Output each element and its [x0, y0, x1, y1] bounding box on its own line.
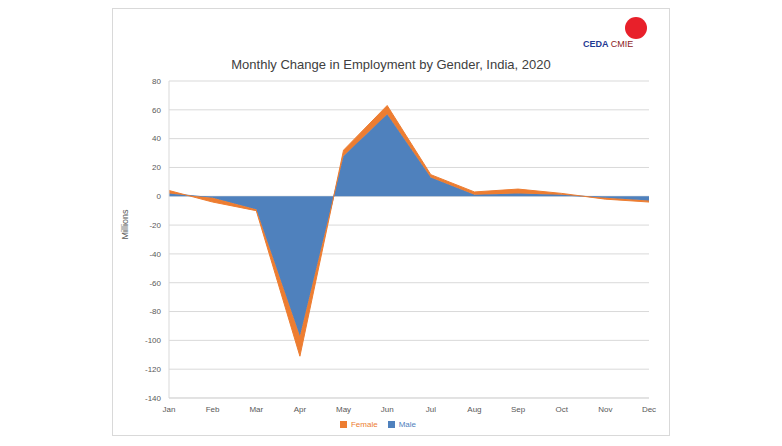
- svg-text:-140: -140: [145, 394, 162, 403]
- html-text:Monthly Change in Employment b: Monthly Change in Employment by Gender, …: [231, 57, 551, 72]
- html-text:Male: Male: [398, 420, 416, 429]
- svg-text:Sep: Sep: [511, 405, 526, 414]
- svg-text:-60: -60: [149, 279, 161, 288]
- svg-text:0: 0: [157, 192, 162, 201]
- svg-text:Jun: Jun: [381, 405, 394, 414]
- svg-text:Dec: Dec: [642, 405, 656, 414]
- svg-text:Nov: Nov: [598, 405, 612, 414]
- svg-text:Millions: Millions: [120, 209, 130, 240]
- svg-text:May: May: [336, 405, 351, 414]
- html-text:Female: Female: [351, 420, 378, 429]
- svg-text:-40: -40: [149, 250, 161, 259]
- svg-text:Jul: Jul: [426, 405, 436, 414]
- svg-text:20: 20: [152, 163, 161, 172]
- svg-text:Aug: Aug: [467, 405, 481, 414]
- svg-text:-20: -20: [149, 221, 161, 230]
- svg-text:Jan: Jan: [163, 405, 176, 414]
- html-text:CEDA CMIE: CEDA CMIE: [583, 39, 634, 49]
- svg-text:60: 60: [152, 106, 161, 115]
- svg-text:Oct: Oct: [556, 405, 569, 414]
- svg-text:Apr: Apr: [294, 405, 307, 414]
- svg-text:40: 40: [152, 134, 161, 143]
- svg-text:80: 80: [152, 77, 161, 86]
- svg-text:Mar: Mar: [249, 405, 263, 414]
- svg-text:-80: -80: [149, 307, 161, 316]
- svg-text:-100: -100: [145, 336, 162, 345]
- svg-text:Feb: Feb: [206, 405, 220, 414]
- svg-text:-120: -120: [145, 365, 162, 374]
